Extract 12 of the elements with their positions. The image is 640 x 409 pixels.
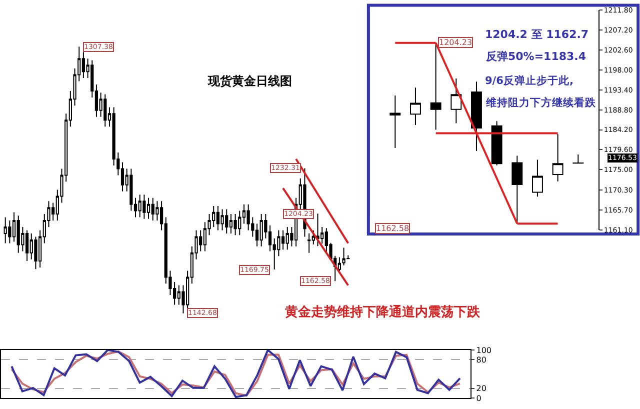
y-tick-label: 20	[476, 384, 486, 394]
annotation: 1204.23	[439, 38, 472, 47]
annotation: 1162.58	[376, 224, 410, 233]
y-tick-label: 0	[476, 394, 482, 403]
annotation: 9/6反弹止步于此,	[485, 74, 574, 87]
annotation: 黄金走势维持下降通道内震荡下跌	[284, 304, 481, 320]
y-tick-label: 80	[476, 355, 486, 364]
y-tick-label: 100	[476, 346, 492, 355]
annotation: 反弹50%=1183.4	[485, 50, 586, 63]
text: 现货黄金日线图	[207, 74, 292, 88]
annotation: 1204.2 至 1162.7	[485, 28, 589, 41]
annotation: 维持阻力下方继续看跌	[485, 96, 597, 109]
